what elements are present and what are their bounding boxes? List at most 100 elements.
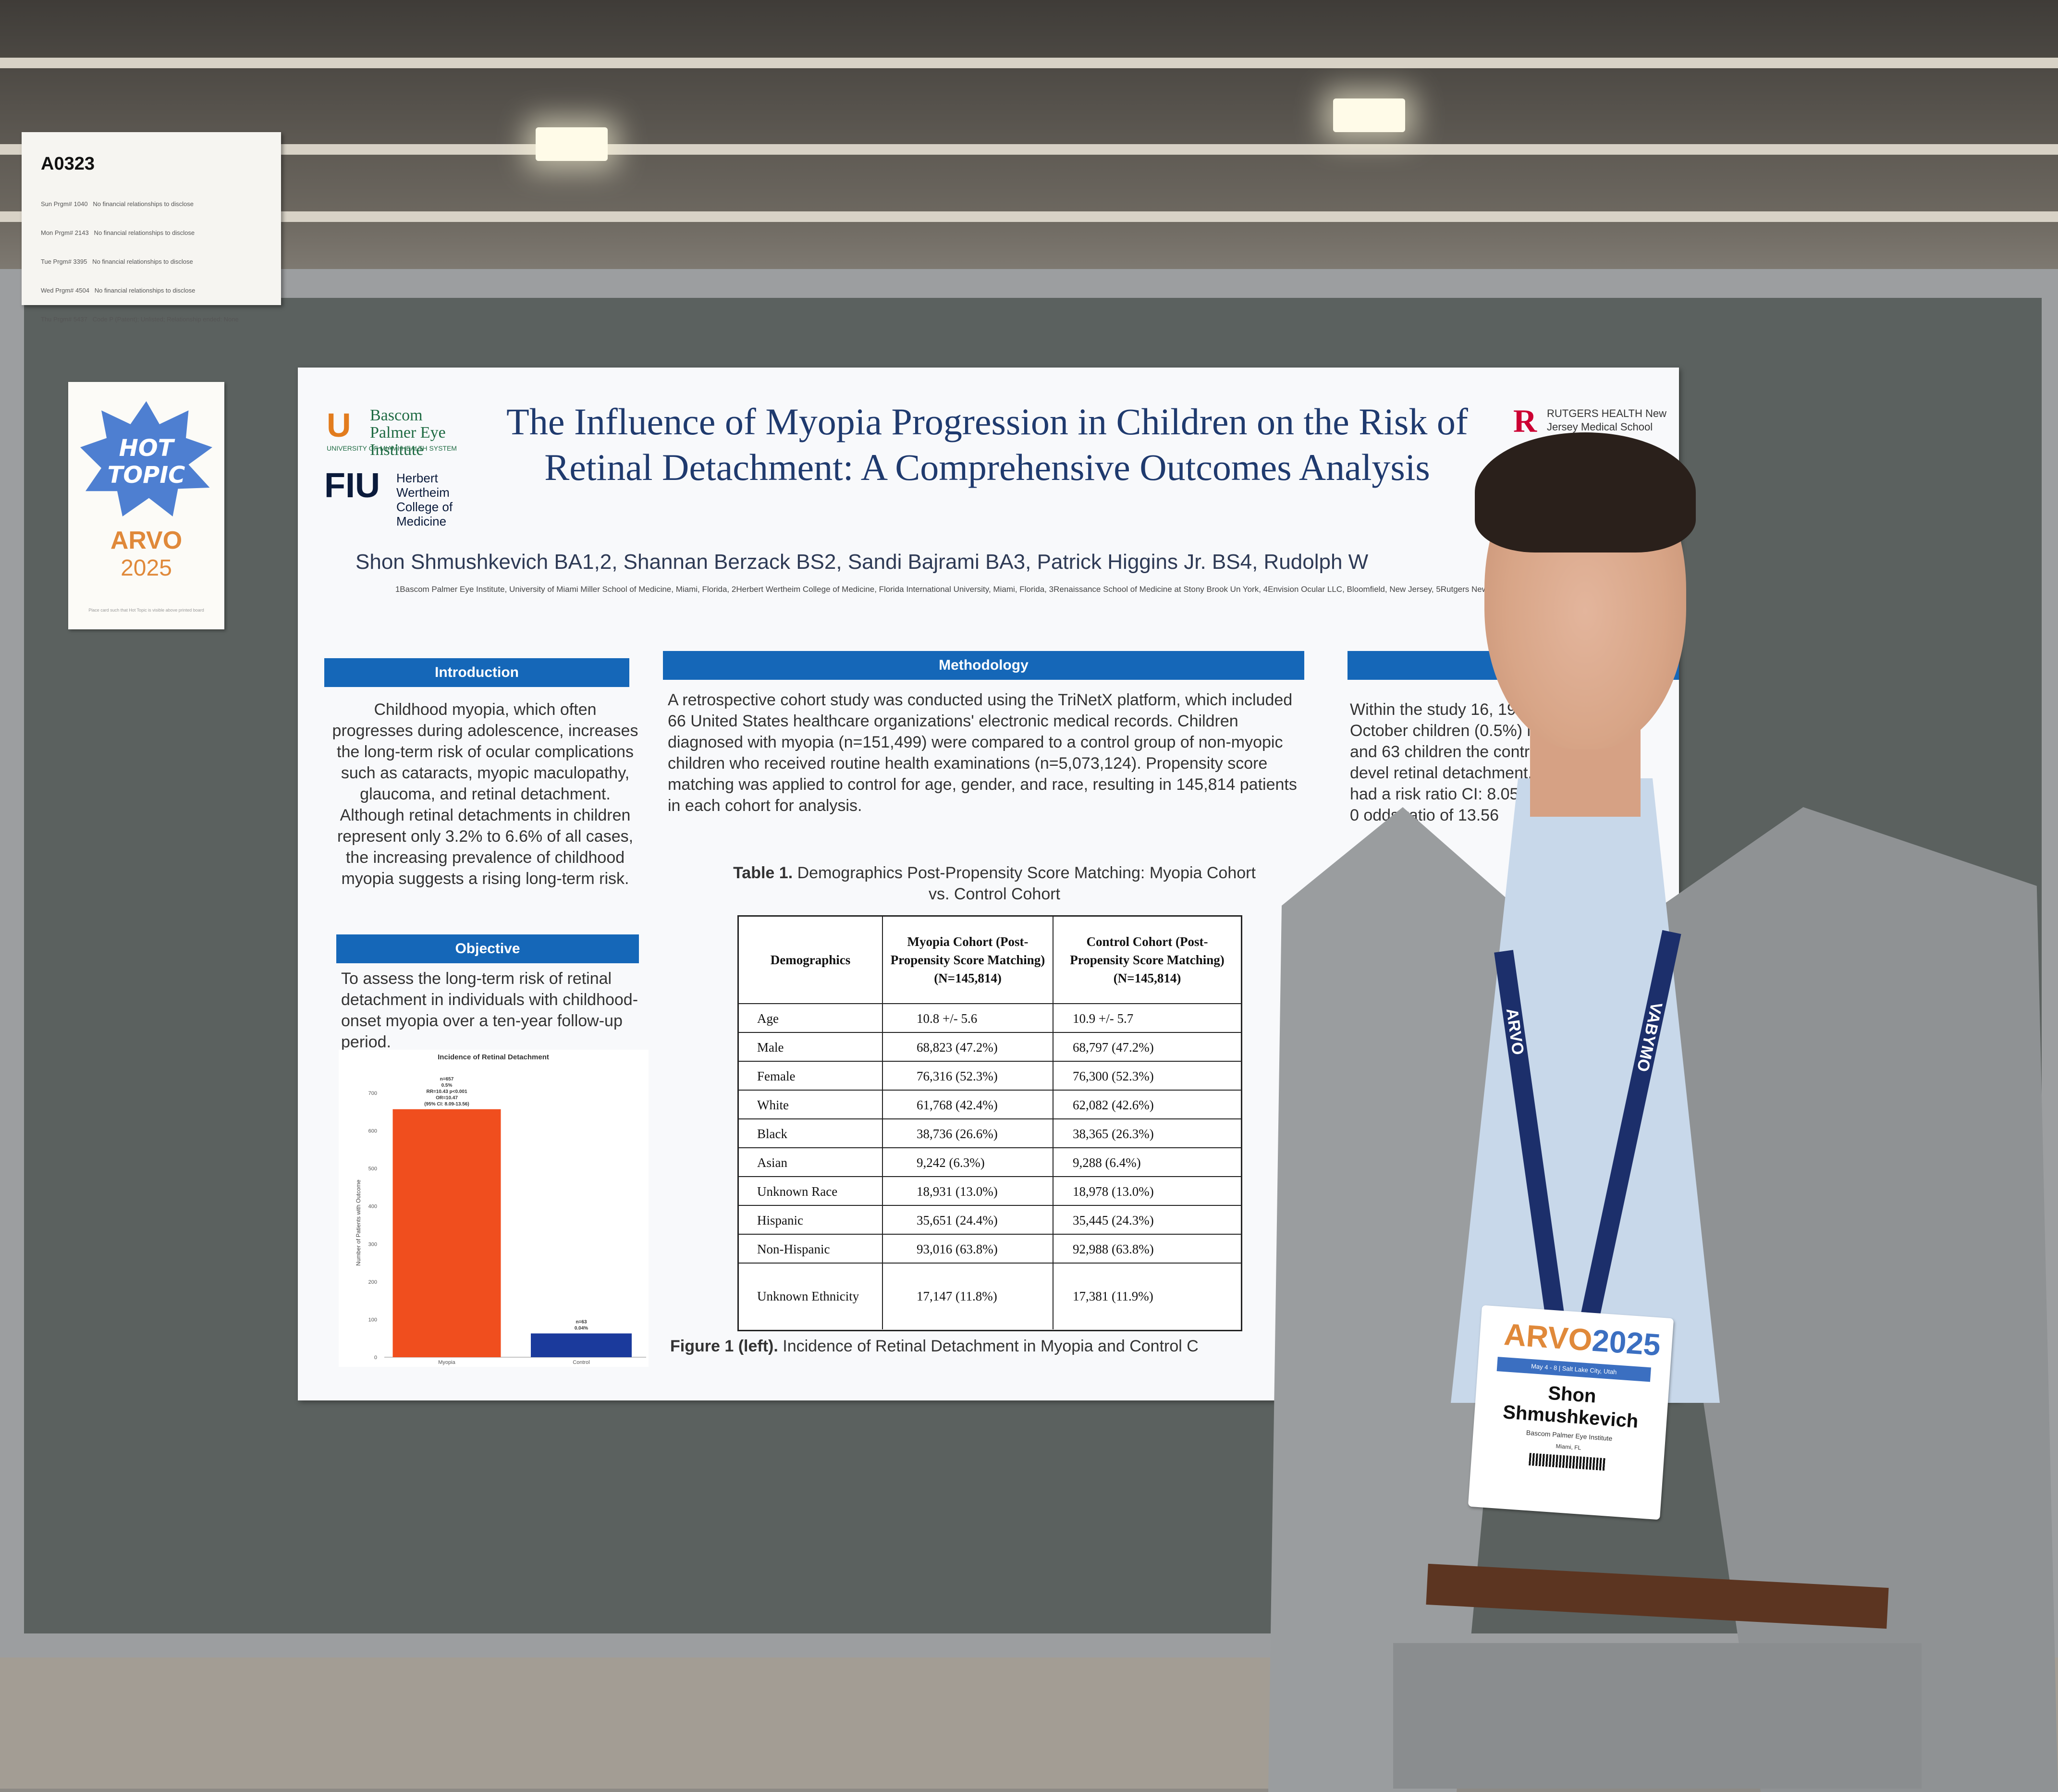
table-cell: 38,736 (26.6%) [883,1119,1054,1148]
ceiling-truss [0,211,2058,222]
data-label: RR=10.43 p<0.001 [426,1089,467,1094]
table-cell: 9,288 (6.4%) [1073,1155,1141,1170]
table-cell: 9,242 (6.3%) [883,1148,1054,1177]
table-row: Male 68,823 (47.2%) 68,797 (47.2%) [739,1032,1241,1062]
badge-year: 2025 [1591,1323,1662,1362]
y-tick-label: 700 [368,1091,377,1096]
data-label: (95% CI: 8.09-13.56) [424,1102,469,1107]
disclosure-line: Thu Prgm# 5437 Code P (Patent); Unlisted… [41,316,239,323]
figure-caption-text: Incidence of Retinal Detachment in Myopi… [783,1337,1199,1355]
x-tick-label: Myopia [438,1360,455,1365]
table-cell: Asian [739,1148,883,1177]
table-caption: Table 1. Demographics Post-Propensity Sc… [730,862,1259,905]
table-cell: Non-Hispanic [739,1235,883,1264]
data-label: 0.5% [441,1083,453,1088]
table-cell: 35,651 (24.4%) [883,1206,1054,1235]
um-health-logo-text: UNIVERSITY OF MIAMI HEALTH SYSTEM [327,444,457,452]
table-cell: 92,988 (63.8%) [1073,1241,1154,1256]
table-cell: Age [739,1004,883,1033]
um-u-logo: U [327,406,351,444]
hair [1475,432,1696,552]
figure-caption: Figure 1 (left). Incidence of Retinal De… [670,1336,1333,1357]
y-tick-label: 600 [368,1129,377,1134]
table-cell: 35,445 (24.3%) [1073,1213,1154,1227]
data-label: n=63 [576,1320,587,1325]
table-cell: 18,931 (13.0%) [883,1177,1054,1206]
hot-topic-instructions: Place card such that Hot Topic is visibl… [88,608,204,613]
objective-text: To assess the long-term risk of retinal … [341,970,638,1051]
disclosure-line: Mon Prgm# 2143 No financial relationship… [41,229,195,236]
chart-y-axis-label: Number of Patients with Outcome [355,1179,362,1266]
poster-affiliations: 1Bascom Palmer Eye Institute, University… [395,585,1652,594]
hot-topic-text: HOT TOPIC [80,435,212,489]
disclosure-line: Wed Prgm# 4504 No financial relationship… [41,287,196,294]
table-caption-label: Table 1. [733,864,793,882]
figure-caption-label: Figure 1 (left). [670,1337,778,1355]
table-header-cell: Myopia Cohort (Post-Propensity Score Mat… [883,917,1054,1003]
table-cell: Female [739,1062,883,1091]
x-tick-label: Control [573,1360,589,1365]
disclosure-line: Tue Prgm# 3395 No financial relationship… [41,258,193,265]
data-label: n=657 [440,1077,454,1082]
table-cell: 93,016 (63.8%) [883,1235,1054,1264]
disclosure-lines: Sun Prgm# 1040 No financial relationship… [41,180,239,344]
hot-topic-line: HOT [119,435,174,462]
ceiling-truss [0,58,2058,68]
table-row: Black 38,736 (26.6%) 38,365 (26.3%) [739,1118,1241,1148]
table-cell: White [739,1091,883,1119]
table-cell: Male [739,1033,883,1062]
table-row: White 61,768 (42.4%) 62,082 (42.6%) [739,1090,1241,1119]
disclosure-line: Sun Prgm# 1040 No financial relationship… [41,200,194,208]
table-row: Non-Hispanic 93,016 (63.8%) 92,988 (63.8… [739,1234,1241,1264]
ceiling-truss [0,144,2058,155]
introduction-text: Childhood myopia, which often progresses… [332,700,638,888]
y-tick-label: 200 [368,1279,377,1285]
table-cell: 17,147 (11.8%) [883,1264,1054,1329]
methodology-heading: Methodology [663,651,1304,680]
incidence-chart-svg: Incidence of Retinal Detachment Number o… [355,1053,646,1365]
table-cell: 62,082 (42.6%) [1073,1097,1154,1112]
bar-control [531,1333,632,1357]
table-caption-text: Demographics Post-Propensity Score Match… [797,864,1256,903]
ceiling-light [1333,98,1405,132]
bar-myopia [392,1109,501,1357]
data-label: OR=10.47 [436,1095,458,1101]
methodology-text: A retrospective cohort study was conduct… [668,691,1297,815]
barcode [1529,1453,1606,1471]
badge-name: Shon Shmushkevich [1474,1377,1668,1435]
objective-heading: Objective [336,934,639,963]
bascom-palmer-logo: Bascom Palmer Eye Institute [370,406,446,459]
table-cell: 10.9 +/- 5.7 [1073,1011,1134,1026]
arvo-logo-text: ARVO [110,527,183,554]
trousers [1393,1643,1922,1789]
table-cell: 76,300 (52.3%) [1073,1068,1154,1083]
table-cell: Hispanic [739,1206,883,1235]
board-code: A0323 [41,154,95,174]
name-badge: ARVO2025 May 4 - 8 | Salt Lake City, Uta… [1468,1305,1674,1520]
table-header-cell: Demographics [739,917,883,1003]
table-header-cell: Control Cohort (Post-Propensity Score Ma… [1070,934,1225,985]
y-tick-label: 500 [368,1166,377,1172]
hwcom-logo-text: Herbert Wertheim College of Medicine [396,471,453,528]
table-row: Female 76,316 (52.3%) 76,300 (52.3%) [739,1061,1241,1091]
y-tick-label: 300 [368,1241,377,1247]
rutgers-logo-text: RUTGERS HEALTH New Jersey Medical School [1547,407,1666,433]
presenter: ARVO VABYMO ARVO2025 May 4 - 8 | Salt La… [1268,432,2058,1792]
board-number-card: A0323 Sun Prgm# 1040 No financial relati… [22,132,281,323]
hot-topic-card: HOT TOPIC ARVO 2025 Place card such that… [68,382,224,629]
table-cell: Unknown Race [739,1177,883,1206]
y-tick-label: 0 [374,1355,377,1361]
ceiling-light [536,127,608,161]
hot-topic-line: TOPIC [107,462,185,489]
table-cell: Unknown Ethnicity [739,1264,883,1329]
table-cell: 17,381 (11.9%) [1073,1289,1153,1303]
rutgers-r-logo: R [1513,403,1537,439]
table-cell: 18,978 (13.0%) [1073,1184,1154,1199]
incidence-bar-chart: Incidence of Retinal Detachment Number o… [339,1050,649,1367]
table-cell: 38,365 (26.3%) [1073,1126,1154,1141]
table-cell: 61,768 (42.4%) [883,1091,1054,1119]
chart-title: Incidence of Retinal Detachment [438,1053,549,1061]
table-cell: Black [739,1119,883,1148]
y-tick-label: 400 [368,1204,377,1210]
table-header-row: Demographics Myopia Cohort (Post-Propens… [739,917,1241,1003]
